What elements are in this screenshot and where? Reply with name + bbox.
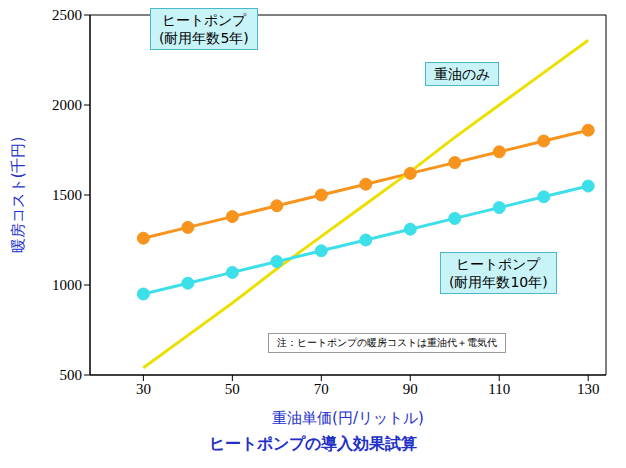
html-text:(耐用年数5年): (耐用年数5年) bbox=[159, 30, 249, 46]
html-text:重油のみ: 重油のみ bbox=[434, 66, 490, 82]
svg-text:暖房コスト(千円): 暖房コスト(千円) bbox=[9, 137, 27, 254]
svg-text:110: 110 bbox=[488, 381, 510, 397]
svg-text:130: 130 bbox=[577, 381, 600, 397]
html-text:(耐用年数10年): (耐用年数10年) bbox=[449, 274, 548, 290]
svg-text:2000: 2000 bbox=[52, 97, 82, 113]
svg-text:500: 500 bbox=[60, 367, 83, 383]
svg-text:90: 90 bbox=[403, 381, 418, 397]
html-text:ヒートポンプ: ヒートポンプ bbox=[161, 12, 246, 28]
html-text:ヒートポンプ: ヒートポンプ bbox=[456, 256, 541, 272]
svg-text:50: 50 bbox=[225, 381, 240, 397]
svg-text:1000: 1000 bbox=[52, 277, 82, 293]
svg-text:重油単価(円/リットル): 重油単価(円/リットル) bbox=[272, 409, 424, 427]
html-text:ヒートポンプの導入効果試算: ヒートポンプの導入効果試算 bbox=[209, 434, 417, 453]
svg-text:70: 70 bbox=[314, 381, 329, 397]
html-text:注：ヒートポンプの暖房コストは重油代＋電気代: 注：ヒートポンプの暖房コストは重油代＋電気代 bbox=[277, 337, 497, 348]
svg-text:1500: 1500 bbox=[52, 187, 82, 203]
svg-text:2500: 2500 bbox=[52, 7, 82, 23]
svg-text:30: 30 bbox=[136, 381, 151, 397]
